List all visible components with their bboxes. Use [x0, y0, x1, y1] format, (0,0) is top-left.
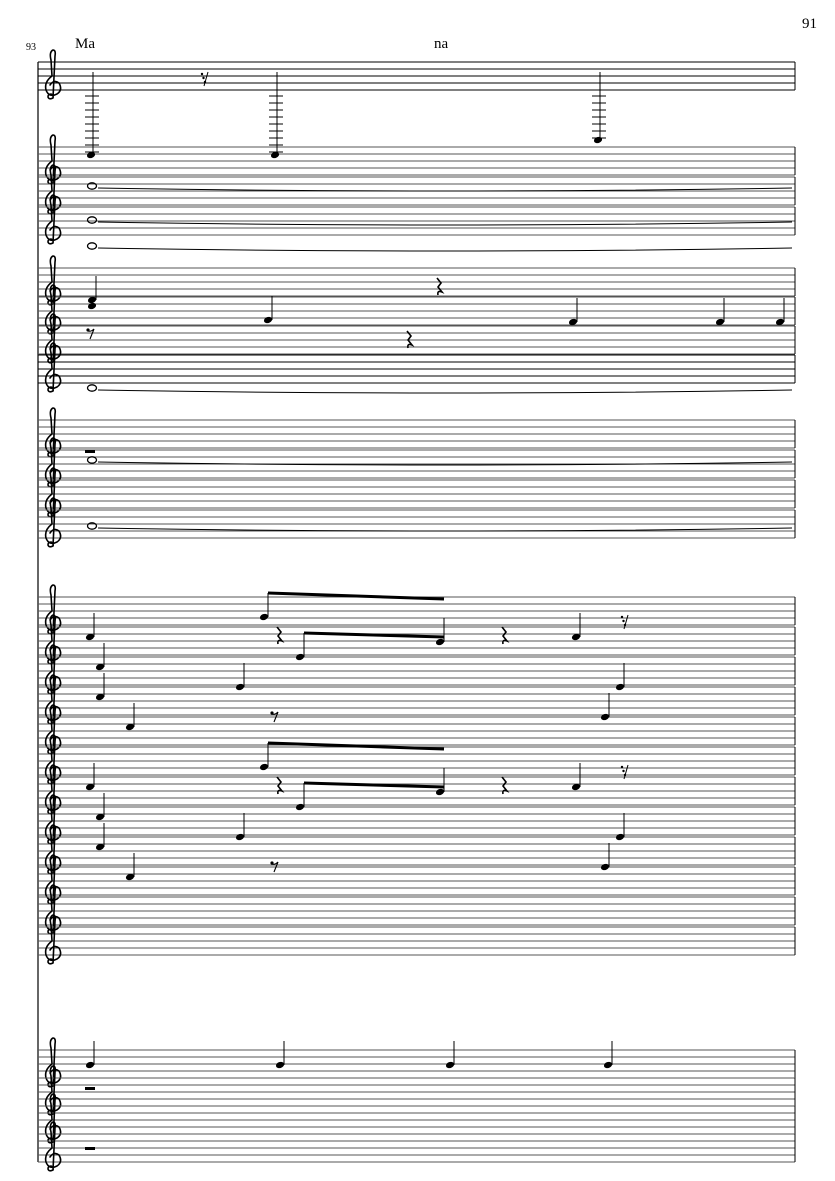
- treble-clef-icon: [44, 313, 62, 364]
- treble-clef-icon: [44, 407, 62, 458]
- sixteenth-rest-icon: [623, 764, 629, 780]
- treble-clef-icon: [44, 342, 62, 393]
- notehead: [600, 713, 610, 721]
- treble-clef-icon: [44, 255, 62, 306]
- half-notehead: [86, 384, 98, 392]
- notehead: [568, 318, 578, 326]
- quarter-rest-icon: [501, 626, 510, 645]
- notehead: [263, 316, 273, 324]
- tie: [97, 461, 793, 466]
- half-notehead: [86, 456, 98, 464]
- tie: [97, 527, 793, 532]
- eighth-rest-icon: [271, 861, 279, 873]
- sixteenth-rest-icon: [620, 615, 624, 619]
- treble-clef-icon: [44, 134, 62, 185]
- notehead: [95, 813, 105, 821]
- notehead: [235, 683, 245, 691]
- treble-clef-icon: [44, 1121, 62, 1172]
- notehead: [85, 783, 95, 791]
- notehead: [295, 803, 305, 811]
- notehead: [603, 1061, 613, 1069]
- notehead: [259, 613, 269, 621]
- tie: [97, 247, 793, 252]
- notehead: [270, 151, 280, 159]
- lyric-syllable: na: [434, 36, 449, 52]
- quarter-rest-icon: [276, 776, 285, 795]
- notehead: [95, 663, 105, 671]
- notehead: [615, 833, 625, 841]
- half-rest-icon: [85, 1087, 95, 1090]
- sixteenth-rest-icon: [622, 619, 625, 623]
- sixteenth-rest-icon: [203, 71, 209, 87]
- half-notehead: [86, 182, 98, 190]
- notehead: [85, 1061, 95, 1069]
- sixteenth-rest-icon: [620, 765, 624, 769]
- treble-clef-icon: [44, 914, 62, 965]
- measure-number: 93: [26, 42, 36, 53]
- chord-notehead: [87, 296, 97, 304]
- notehead: [775, 318, 785, 326]
- notehead: [125, 873, 135, 881]
- treble-clef-icon: [44, 584, 62, 635]
- notehead: [95, 693, 105, 701]
- notehead: [275, 1061, 285, 1069]
- half-rest-icon: [85, 1147, 95, 1150]
- sixteenth-rest-icon: [202, 76, 205, 80]
- notehead: [95, 843, 105, 851]
- notehead: [259, 763, 269, 771]
- half-notehead: [86, 522, 98, 530]
- treble-clef-icon: [44, 1037, 62, 1088]
- notehead: [235, 833, 245, 841]
- beam: [303, 631, 445, 639]
- sixteenth-rest-icon: [623, 614, 629, 630]
- half-notehead: [86, 216, 98, 224]
- tie: [97, 187, 793, 192]
- quarter-rest-icon: [501, 776, 510, 795]
- tie: [97, 221, 793, 226]
- notehead: [125, 723, 135, 731]
- eighth-rest-icon: [87, 328, 95, 340]
- treble-clef-icon: [44, 284, 62, 335]
- notehead: [295, 653, 305, 661]
- chord-notehead: [87, 302, 97, 310]
- quarter-rest-icon: [276, 626, 285, 645]
- notehead: [600, 863, 610, 871]
- tie: [97, 389, 793, 394]
- quarter-rest-icon: [406, 330, 415, 349]
- sixteenth-rest-icon: [200, 72, 204, 76]
- beam: [267, 741, 445, 751]
- lyric-syllable: Ma: [75, 36, 95, 52]
- treble-clef-icon: [44, 49, 62, 100]
- notehead: [445, 1061, 455, 1069]
- notehead: [715, 318, 725, 326]
- notehead: [435, 788, 445, 796]
- quarter-rest-icon: [436, 277, 445, 296]
- beam: [267, 591, 445, 601]
- half-rest-icon: [85, 450, 95, 453]
- notehead: [615, 683, 625, 691]
- notehead: [571, 633, 581, 641]
- page-number: 91: [802, 16, 817, 32]
- notehead: [593, 136, 603, 144]
- half-notehead: [86, 242, 98, 250]
- notehead: [85, 633, 95, 641]
- treble-clef-icon: [44, 194, 62, 245]
- notehead: [435, 638, 445, 646]
- sixteenth-rest-icon: [622, 769, 625, 773]
- notehead: [571, 783, 581, 791]
- treble-clef-icon: [44, 497, 62, 548]
- beam: [303, 781, 445, 789]
- notehead: [86, 151, 96, 159]
- eighth-rest-icon: [271, 711, 279, 723]
